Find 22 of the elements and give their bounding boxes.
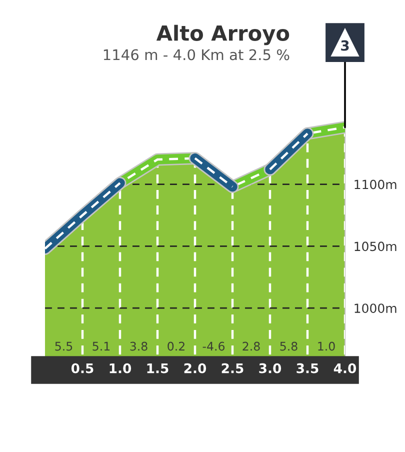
y-tick-label: 1000m (354, 304, 396, 314)
x-tick-label: 3.0 (259, 363, 282, 374)
chart-subtitle: 1146 m - 4.0 Km at 2.5 % (104, 49, 290, 60)
x-tick-label: 1.5 (147, 363, 168, 374)
x-tick-label: 0.5 (71, 363, 94, 374)
y-tick-label: 1050m (354, 242, 396, 252)
y-tick-label: 1100m (354, 180, 396, 190)
annotation: 3.8 (130, 342, 148, 351)
x-tick-label: 1.0 (110, 363, 132, 374)
annotation: 3 (341, 40, 349, 51)
annotation: 5.8 (280, 342, 298, 351)
annotation: 1.0 (318, 342, 335, 351)
x-tick-label: 2.0 (184, 363, 206, 374)
x-tick-label: 2.5 (222, 363, 244, 374)
x-tick-label: 4.0 (334, 363, 356, 374)
chart-title: Alto Arroyo (156, 24, 290, 46)
annotation: 2.8 (242, 342, 260, 351)
annotation: 5.1 (92, 342, 110, 351)
annotation: 5.5 (55, 342, 72, 351)
annotation: -4.6 (202, 342, 225, 351)
annotation: 0.2 (168, 342, 184, 351)
x-tick-label: 3.5 (296, 363, 318, 374)
